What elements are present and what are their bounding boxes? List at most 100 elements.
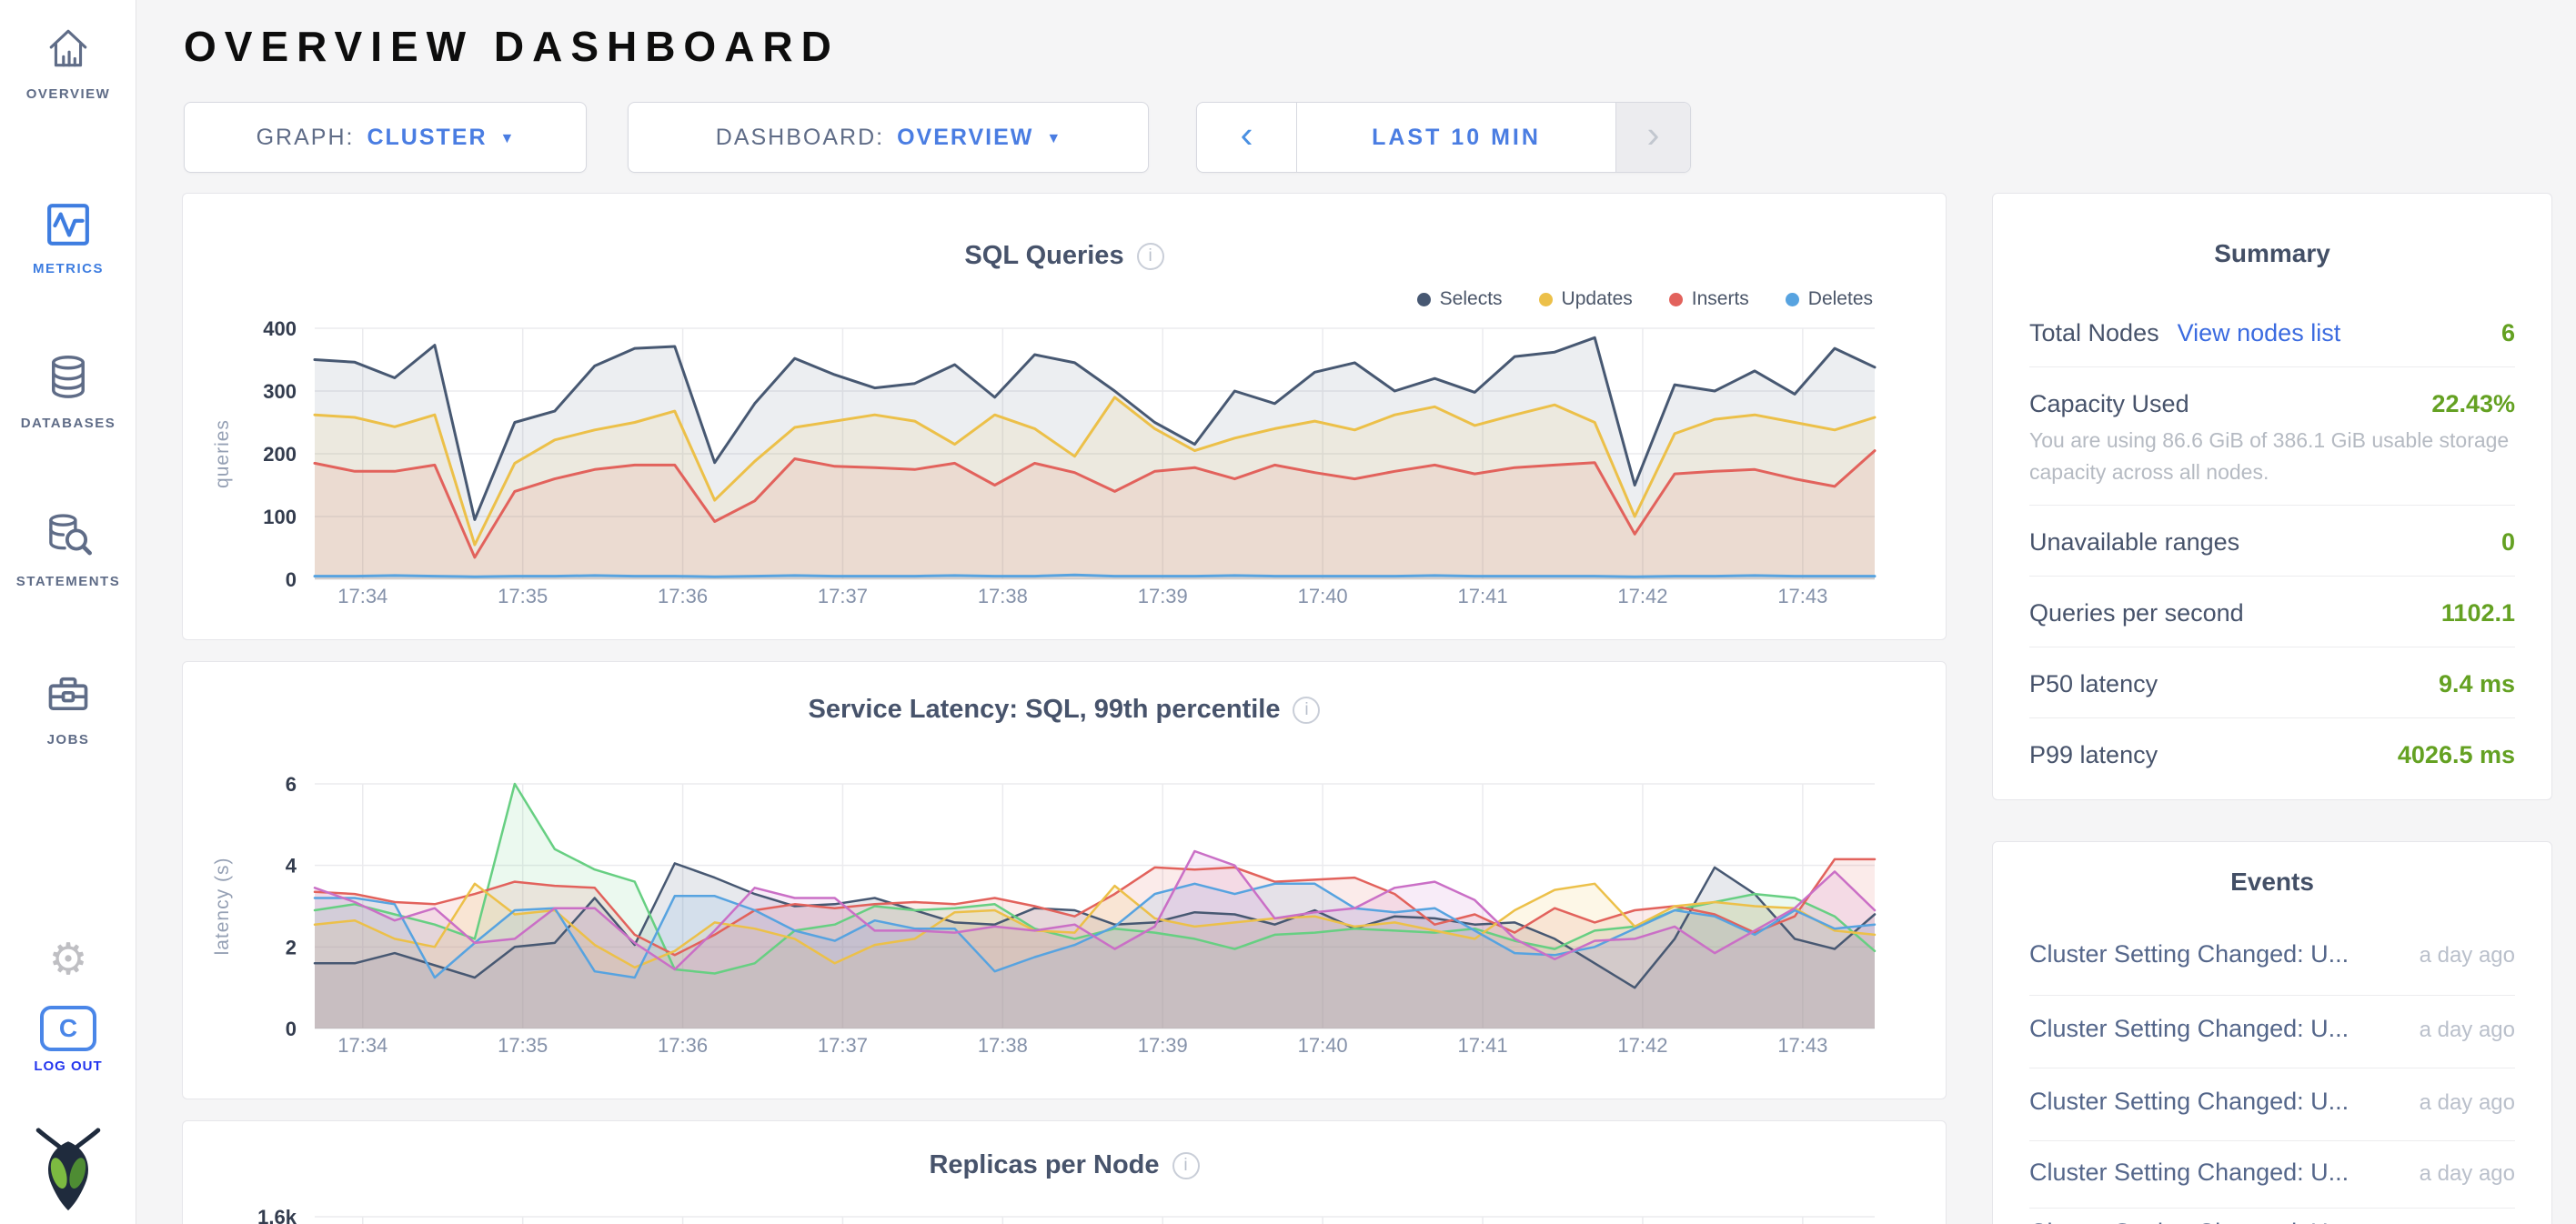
sidebar-item-label: DATABASES (20, 416, 116, 431)
divider (2029, 1208, 2515, 1209)
events-panel: Events Cluster Setting Changed: U... a d… (1992, 841, 2552, 1224)
info-icon[interactable]: i (1136, 242, 1164, 270)
svg-text:17:42: 17:42 (1617, 585, 1667, 607)
svg-text:17:35: 17:35 (498, 1034, 548, 1057)
svg-text:17:37: 17:37 (818, 1034, 868, 1057)
svg-text:17:40: 17:40 (1298, 1034, 1348, 1057)
svg-text:100: 100 (263, 506, 297, 528)
sidebar-item-label: METRICS (33, 261, 104, 276)
chart-title-row: SQL Queries i (183, 241, 1946, 271)
svg-text:17:34: 17:34 (337, 585, 387, 607)
replicas-per-node-chart: 17:3417:3517:3617:3717:3817:3917:4017:41… (183, 1121, 1946, 1224)
logout-label: LOG OUT (34, 1058, 103, 1074)
p99-latency-value: 4026.5 ms (2397, 741, 2515, 768)
chart-title: SQL Queries (964, 241, 1124, 270)
svg-text:17:37: 17:37 (818, 585, 868, 607)
legend-dot (1668, 292, 1683, 306)
svg-text:17:43: 17:43 (1777, 1034, 1827, 1057)
time-prev-button[interactable]: ‹ (1197, 103, 1297, 172)
svg-text:17:41: 17:41 (1458, 585, 1508, 607)
svg-text:queries: queries (212, 419, 233, 488)
legend-dot (1538, 292, 1553, 306)
capacity-used-value: 22.43% (2431, 390, 2515, 417)
qps-value: 1102.1 (2440, 599, 2515, 627)
svg-text:200: 200 (263, 443, 297, 466)
legend-item-selects[interactable]: Selects (1416, 288, 1503, 310)
svg-text:17:39: 17:39 (1138, 585, 1188, 607)
legend-item-updates[interactable]: Updates (1538, 288, 1633, 310)
chart-legend: Selects Updates Inserts Deletes (1416, 288, 1873, 310)
sidebar-item-label: OVERVIEW (25, 86, 111, 102)
summary-row-p50: P50 latency 9.4 ms (2029, 667, 2515, 701)
svg-text:17:39: 17:39 (1138, 1034, 1188, 1057)
summary-row-p99: P99 latency 4026.5 ms (2029, 737, 2515, 772)
sidebar: OVERVIEW METRICS DATABASES (0, 0, 136, 1224)
summary-row-total-nodes: Total Nodes View nodes list 6 (2029, 316, 2515, 350)
divider (2029, 995, 2515, 996)
replicas-per-node-chart-panel: 17:3417:3517:3617:3717:3817:3917:4017:41… (182, 1120, 1947, 1224)
time-next-button-disabled[interactable]: › (1615, 103, 1690, 172)
statements-icon (44, 511, 93, 565)
cockroach-c-icon: C (40, 1006, 96, 1051)
sidebar-item-overview[interactable]: OVERVIEW (0, 25, 136, 102)
event-row[interactable]: Cluster Setting Changed: U... a day ago (2029, 1088, 2515, 1115)
cockroach-bug-icon (33, 1126, 104, 1218)
svg-text:2: 2 (286, 936, 297, 958)
divider (2029, 505, 2515, 506)
events-title: Events (2230, 868, 2314, 896)
unavailable-ranges-value: 0 (2501, 528, 2515, 556)
briefcase-icon (45, 671, 92, 723)
svg-text:17:34: 17:34 (337, 1034, 387, 1057)
info-icon[interactable]: i (1172, 1151, 1200, 1179)
legend-item-inserts[interactable]: Inserts (1668, 288, 1749, 310)
service-latency-chart: 17:34 17:35 17:36 17:37 17:38 17:39 17:40 17:41… (183, 662, 1946, 1099)
divider (2029, 576, 2515, 577)
cockroach-logo[interactable] (0, 1126, 136, 1218)
sidebar-item-databases[interactable]: DATABASES (0, 353, 136, 431)
dashboard-dropdown-value: OVERVIEW (897, 124, 1034, 150)
info-icon[interactable]: i (1293, 696, 1321, 724)
svg-text:17:36: 17:36 (658, 1034, 708, 1057)
chevron-down-icon: ▼ (499, 130, 515, 146)
sidebar-item-label: JOBS (46, 732, 90, 747)
chart-title-row: Service Latency: SQL, 99th percentile i (183, 695, 1946, 725)
time-range-value[interactable]: LAST 10 MIN (1372, 124, 1541, 150)
home-icon (45, 25, 91, 77)
gear-icon: ⚙ (48, 936, 88, 984)
event-row[interactable]: Cluster Setting Changed: U... a day ago (2029, 940, 2515, 968)
total-nodes-value: 6 (2501, 319, 2515, 346)
capacity-used-subtext: You are using 86.6 GiB of 386.1 GiB usab… (2029, 428, 2510, 484)
divider (2029, 366, 2515, 367)
legend-dot (1416, 292, 1431, 306)
legend-item-deletes[interactable]: Deletes (1785, 288, 1873, 310)
graph-dropdown[interactable]: GRAPH: CLUSTER ▼ (184, 102, 587, 173)
page-title: OVERVIEW DASHBOARD (184, 23, 840, 70)
svg-text:1.6k: 1.6k (257, 1206, 297, 1224)
legend-dot (1785, 292, 1799, 306)
view-nodes-list-link[interactable]: View nodes list (2177, 319, 2341, 346)
divider (2029, 1140, 2515, 1141)
sidebar-item-metrics[interactable]: METRICS (0, 202, 136, 276)
sidebar-item-jobs[interactable]: JOBS (0, 671, 136, 747)
dashboard-dropdown[interactable]: DASHBOARD: OVERVIEW ▼ (628, 102, 1149, 173)
chart-title: Service Latency: SQL, 99th percentile (808, 695, 1281, 724)
chevron-down-icon: ▼ (1046, 130, 1062, 146)
svg-text:17:42: 17:42 (1617, 1034, 1667, 1057)
sidebar-item-statements[interactable]: STATEMENTS (0, 511, 136, 589)
settings-gear[interactable]: ⚙ (0, 938, 136, 982)
summary-row-unavailable-ranges: Unavailable ranges 0 (2029, 525, 2515, 559)
event-row[interactable]: Cluster Setting Changed: U... a day ago (2029, 1015, 2515, 1042)
sql-queries-chart: 17:34 17:35 17:36 17:37 17:38 17:39 17:40 17:41… (183, 194, 1946, 639)
logout-button[interactable]: C LOG OUT (0, 1006, 136, 1074)
event-row[interactable]: Cluster Setting Changed: U... a day ago (2029, 1219, 2515, 1224)
svg-text:17:38: 17:38 (978, 1034, 1028, 1057)
summary-panel: Summary Total Nodes View nodes list 6 Ca… (1992, 193, 2552, 800)
event-row[interactable]: Cluster Setting Changed: U... a day ago (2029, 1159, 2515, 1186)
p50-latency-value: 9.4 ms (2438, 670, 2515, 697)
summary-title: Summary (2214, 239, 2330, 267)
divider (2029, 717, 2515, 718)
summary-row-capacity: Capacity Used 22.43% (2029, 386, 2515, 421)
svg-text:17:41: 17:41 (1458, 1034, 1508, 1057)
svg-text:0: 0 (286, 568, 297, 591)
svg-text:0: 0 (286, 1018, 297, 1040)
